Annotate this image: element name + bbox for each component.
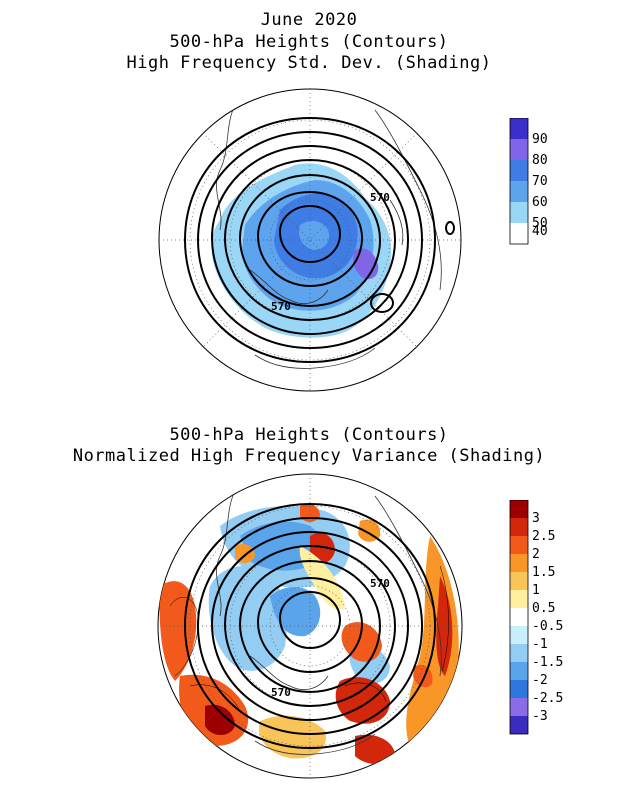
cb-tick-neg1.5: -1.5 — [532, 655, 563, 670]
coastlines — [216, 104, 442, 369]
cb-tick-2.5: 2.5 — [532, 529, 555, 544]
cb-swatch-60 — [510, 181, 528, 202]
top-title-month: June 2020 — [260, 10, 358, 30]
cb-swatch-80 — [510, 139, 528, 160]
cb-swatch-50 — [510, 202, 528, 223]
contour-label-570-east: 570 — [370, 191, 390, 204]
bottom-polar-map: 570 570 — [157, 473, 463, 779]
cb-tick-40: 40 — [532, 224, 548, 239]
top-title-shading: High Frequency Std. Dev. (Shading) — [126, 53, 492, 73]
cb-tick-50: 50 — [532, 216, 548, 231]
cb-tick-neg0.5: -0.5 — [532, 619, 563, 634]
height-contours — [183, 116, 455, 364]
bottom-title-contours: 500-hPa Heights (Contours) — [169, 425, 449, 445]
cb-tick-1.5: 1.5 — [532, 565, 555, 580]
cb-tick-neg1: -1 — [532, 637, 548, 652]
top-title-contours: 500-hPa Heights (Contours) — [169, 32, 449, 52]
cb-swatch-40 — [510, 223, 528, 244]
contour-label-570-south: 570 — [271, 300, 291, 313]
cb-tick-80: 80 — [532, 153, 548, 168]
bottom-colorbar: 3 2.5 2 1.5 1 0.5 -0.5 -1 -1.5 -2 -2.5 -… — [509, 500, 563, 735]
cb-tick-70: 70 — [532, 174, 548, 189]
cb-swatch-90 — [510, 118, 528, 139]
cb-tick-60: 60 — [532, 195, 548, 210]
cb-tick-neg2: -2 — [532, 673, 548, 688]
top-polar-map: 570 570 — [158, 88, 462, 392]
contour-label-570-south: 570 — [271, 686, 291, 699]
contour-label-570-east: 570 — [370, 577, 390, 590]
top-colorbar: 90 80 70 60 50 40 — [509, 118, 548, 245]
height-contours — [183, 502, 437, 750]
coastlines — [216, 490, 442, 755]
cb-tick-neg3: -3 — [532, 709, 548, 724]
cb-swatch-70 — [510, 160, 528, 181]
cb-tick-3: 3 — [532, 511, 540, 526]
cb-tick-90: 90 — [532, 132, 548, 147]
bottom-title-shading: Normalized High Frequency Variance (Shad… — [72, 446, 546, 466]
cb-tick-0.5: 0.5 — [532, 601, 555, 616]
cb-tick-1: 1 — [532, 583, 540, 598]
cb-tick-neg2.5: -2.5 — [532, 691, 563, 706]
cb-tick-2: 2 — [532, 547, 540, 562]
